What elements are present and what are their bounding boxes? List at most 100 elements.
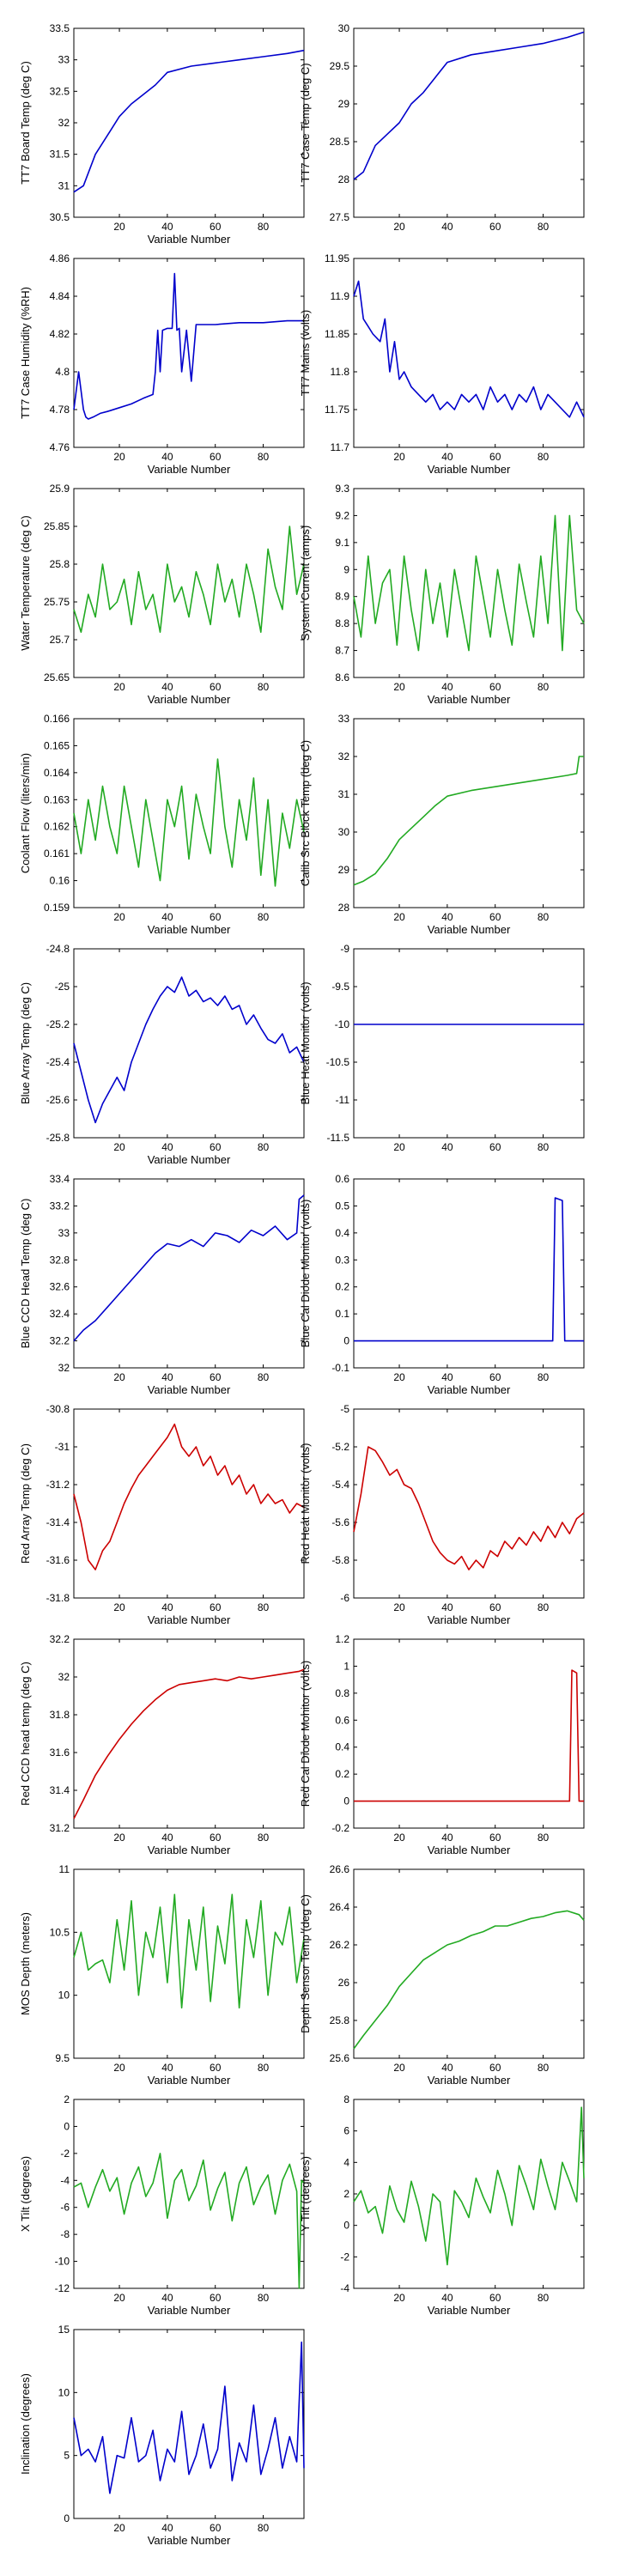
- y-tick-label: -25.4: [46, 1056, 70, 1068]
- x-axis-label: Variable Number: [428, 2074, 511, 2087]
- y-axis-label: TT7 Mains (volts): [299, 310, 312, 396]
- chart-panel-10: 20 40 60 80 -11.5 -11 -10.5 -10 -9.5 -9 Blue Heat …: [299, 943, 585, 1153]
- y-tick-label: 0: [343, 1335, 349, 1347]
- y-tick-label: 25.75: [44, 596, 70, 608]
- x-tick-label: 80: [258, 451, 270, 463]
- plot-area: [73, 1868, 305, 2059]
- y-tick-label: 32: [58, 117, 70, 129]
- x-tick-label: 60: [210, 1371, 222, 1383]
- y-tick-label: -25.8: [46, 1132, 70, 1144]
- y-tick-label: 4.84: [50, 290, 70, 302]
- y-tick-label: 0.6: [335, 1714, 349, 1726]
- y-tick-label: 32: [58, 1362, 70, 1374]
- plot-area: [73, 2329, 305, 2519]
- x-axis-label: Variable Number: [148, 2074, 231, 2087]
- y-axis-label: X Tilt (degrees): [19, 2156, 32, 2232]
- y-tick-label: 25.65: [44, 671, 70, 683]
- y-tick-label: -31.4: [46, 1516, 70, 1528]
- y-tick-label: 29: [338, 98, 350, 110]
- x-tick-label: 80: [538, 451, 550, 463]
- y-axis-label: Red Heat Monitor (volts): [299, 1443, 312, 1564]
- y-tick-label: -2: [340, 2251, 349, 2263]
- x-axis-label: Variable Number: [148, 233, 231, 246]
- y-tick-label: -9.5: [331, 981, 349, 993]
- x-tick-label: 40: [161, 2062, 173, 2074]
- y-tick-label: 9.3: [335, 483, 349, 495]
- y-tick-label: 0.1: [335, 1308, 349, 1320]
- x-tick-label: 60: [210, 221, 222, 233]
- series-line-1: [353, 1446, 585, 1571]
- y-tick-label: -2: [60, 2148, 70, 2160]
- series-line-1: [73, 1194, 305, 1342]
- plot-area: [73, 948, 305, 1139]
- x-tick-label: 80: [538, 1141, 550, 1153]
- y-tick-label: 4.82: [50, 328, 70, 340]
- series-line-1: [353, 514, 585, 652]
- y-tick-label: 8.7: [335, 645, 349, 657]
- y-tick-label: 10.5: [50, 1926, 70, 1938]
- y-tick-label: 0.2: [335, 1768, 349, 1780]
- x-tick-label: 40: [441, 221, 453, 233]
- series-line-1: [73, 272, 304, 420]
- plot-area: [73, 27, 305, 218]
- x-tick-label: 60: [489, 1141, 501, 1153]
- plot-area: [353, 1868, 585, 2059]
- y-tick-label: 8.8: [335, 617, 349, 629]
- y-tick-label: -8: [60, 2228, 70, 2240]
- x-tick-label: 60: [210, 1601, 222, 1613]
- x-tick-label: 20: [393, 911, 405, 923]
- y-tick-label: 0.8: [335, 1687, 349, 1699]
- chart-panel-13: 20 40 60 80 -31.8 -31.6 -31.4 -31.2 -31 -30.8 Vari…: [19, 1403, 305, 1626]
- y-tick-label: -0.2: [331, 1822, 349, 1834]
- y-tick-label: 32.6: [50, 1281, 70, 1293]
- plot-area: [73, 1178, 305, 1369]
- y-tick-label: 31.8: [50, 1709, 70, 1721]
- x-tick-label: 60: [210, 2522, 222, 2534]
- x-tick-label: 60: [210, 911, 222, 923]
- y-tick-label: -11.5: [327, 1132, 350, 1144]
- chart-panel-20: 20 40 60 80 -4 -2 0 2 4 6 8 Variable Number Y Tilt (…: [299, 2093, 585, 2317]
- y-tick-label: -24.8: [46, 943, 70, 955]
- y-tick-label: -25: [55, 981, 70, 993]
- x-tick-label: 60: [210, 2292, 222, 2304]
- x-tick-label: 20: [393, 2062, 405, 2074]
- x-tick-label: 40: [161, 911, 173, 923]
- x-tick-label: 80: [538, 1371, 550, 1383]
- y-tick-label: 31.5: [50, 149, 70, 161]
- x-axis-label: Variable Number: [148, 1613, 231, 1626]
- chart-panel-19: 20 40 60 80 -12 -10 -8 -6 -4 -2 0 2 Variable Number X…: [19, 2093, 305, 2317]
- y-tick-label: 31: [58, 179, 70, 191]
- x-tick-label: 40: [441, 451, 453, 463]
- chart-panel-21: 20 40 60 80 0 5 10 15 Variable Number Inclination…: [19, 2324, 305, 2547]
- x-tick-label: 20: [393, 1601, 405, 1613]
- y-axis-label: Calib Src Block Temp (deg C): [299, 740, 312, 886]
- y-tick-label: 25.8: [330, 2014, 350, 2026]
- x-tick-label: 60: [489, 2062, 501, 2074]
- y-tick-label: 0.163: [44, 793, 70, 805]
- y-axis-label: TT7 Case Humidity (%RH): [19, 287, 32, 419]
- y-tick-label: 28.5: [330, 136, 350, 148]
- plot-area: [73, 1408, 305, 1599]
- x-tick-label: 80: [258, 1371, 270, 1383]
- series-line-1: [73, 1668, 305, 1820]
- y-tick-label: 9.5: [55, 2052, 70, 2064]
- y-tick-label: 11.75: [325, 404, 349, 416]
- y-tick-label: 26.2: [330, 1939, 350, 1951]
- y-tick-label: 11.8: [331, 366, 350, 378]
- y-tick-label: -31: [55, 1441, 70, 1453]
- x-tick-label: 80: [258, 681, 270, 693]
- y-tick-label: 11.9: [331, 290, 350, 302]
- y-axis-label: Depth Sensor Temp (deg C): [299, 1894, 312, 2033]
- y-tick-label: 5: [64, 2450, 70, 2462]
- y-tick-label: -31.2: [46, 1479, 70, 1491]
- y-tick-label: 33: [58, 1227, 70, 1239]
- y-axis-label: Blue Cal Diode Monitor (volts): [299, 1200, 312, 1348]
- y-tick-label: -4: [60, 2174, 70, 2186]
- y-tick-label: 31: [338, 788, 350, 800]
- plot-area: [353, 948, 585, 1139]
- x-tick-label: 80: [538, 681, 550, 693]
- x-tick-label: 20: [113, 911, 125, 923]
- y-axis-label: Red Array Temp (deg C): [19, 1443, 32, 1564]
- x-axis-label: Variable Number: [428, 2304, 511, 2317]
- series-line-1: [353, 1910, 585, 2050]
